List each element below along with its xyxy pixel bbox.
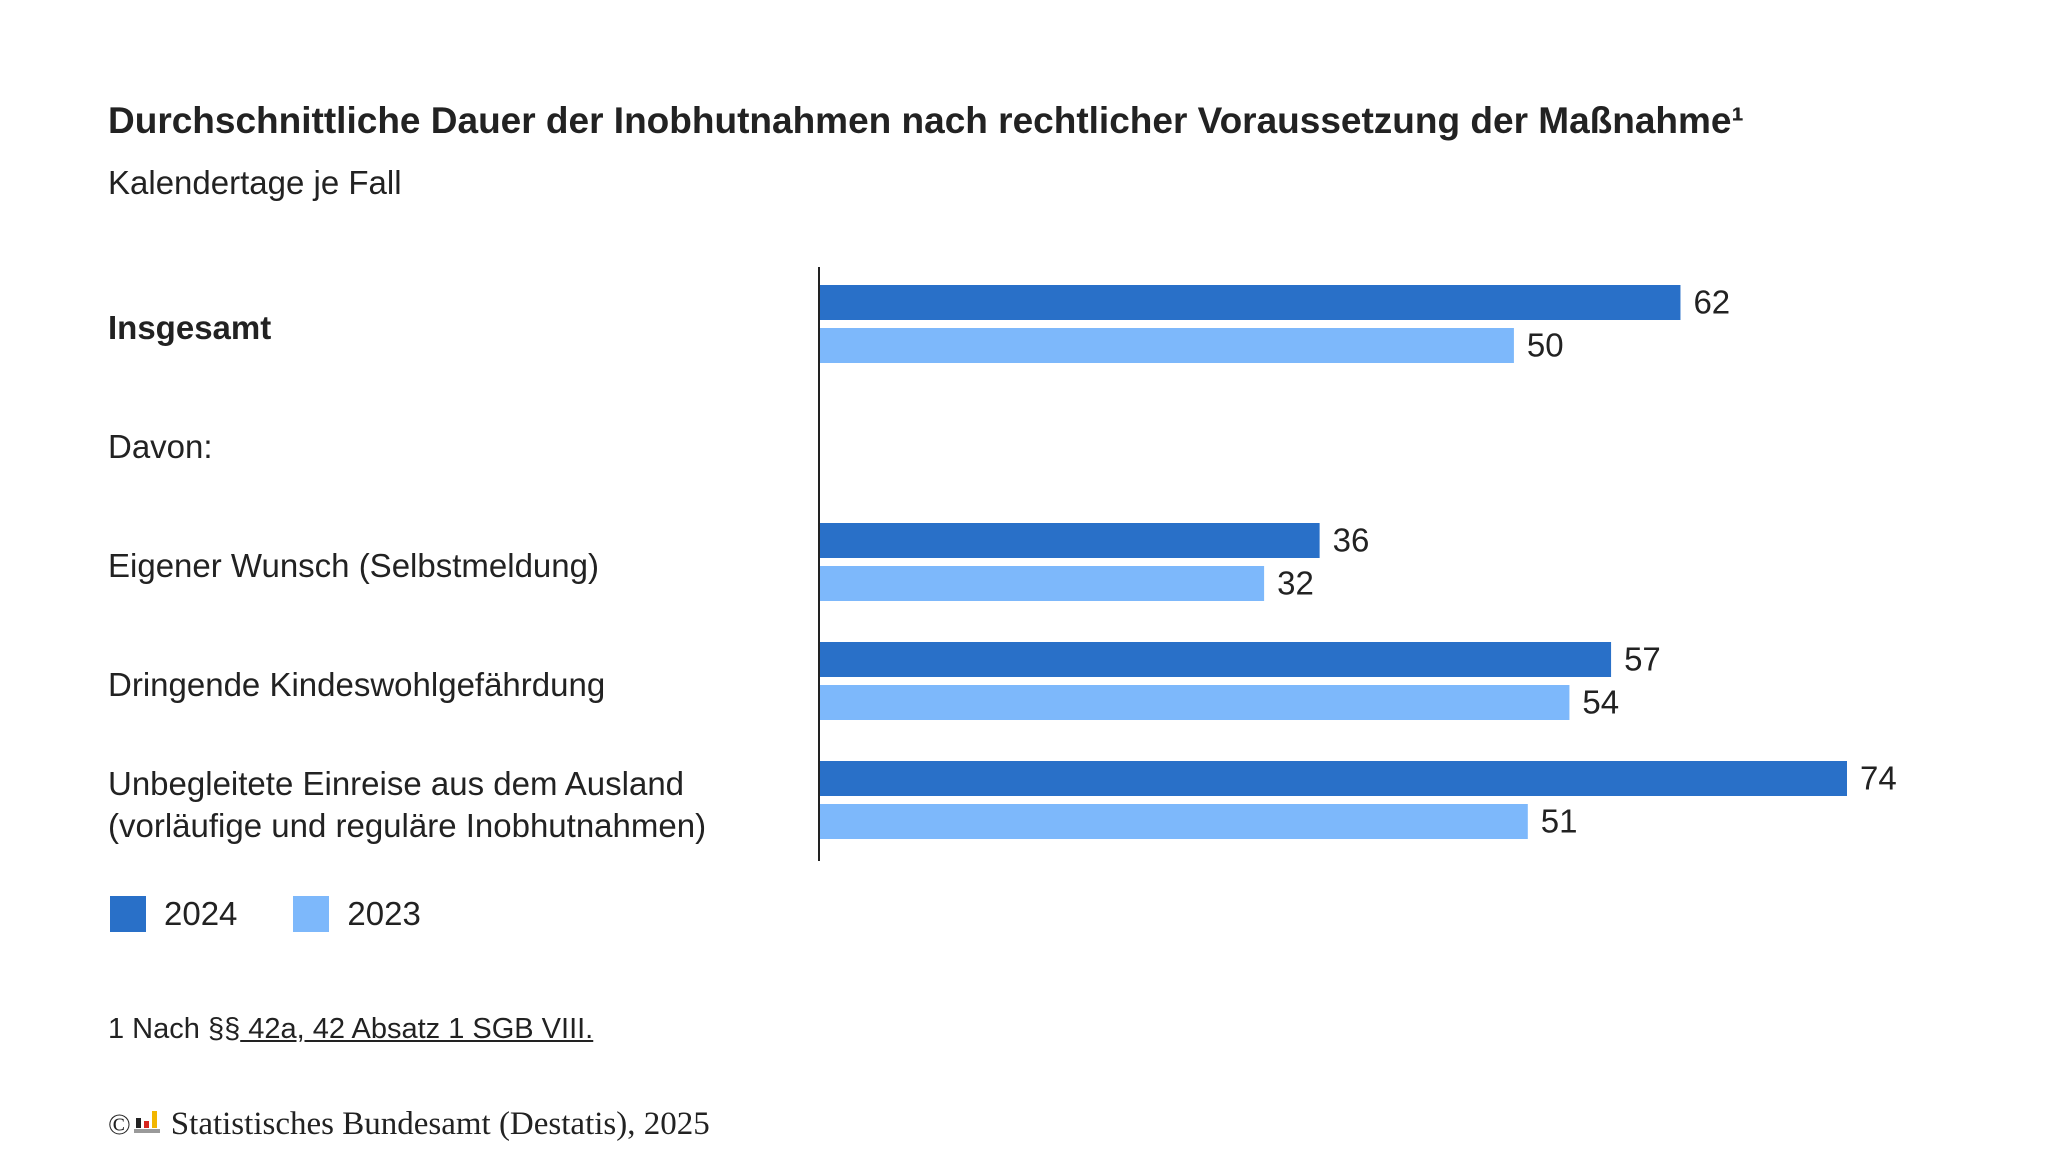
bar-self-referral-2023 xyxy=(820,566,1265,601)
data-label-unaccompanied-2023: 51 xyxy=(1541,803,1578,840)
copyright: © Statistisches Bundesamt (Destatis), 20… xyxy=(108,1106,710,1143)
data-label-unaccompanied-2024: 74 xyxy=(1860,760,1897,797)
category-label-total: Insgesamt xyxy=(108,309,272,346)
bar-total-2023 xyxy=(820,328,1514,363)
chart-subtitle: Kalendertage je Fall xyxy=(108,164,402,201)
category-label-davon: Davon: xyxy=(108,428,213,465)
bar-child-endangerment-2023 xyxy=(820,685,1570,720)
data-label-child-endangerment-2023: 54 xyxy=(1582,684,1619,721)
data-label-child-endangerment-2024: 57 xyxy=(1624,641,1661,678)
legend-swatch-2024 xyxy=(110,896,146,932)
bar-unaccompanied-2023 xyxy=(820,804,1528,839)
category-label-unaccompanied-line2: (vorläufige und reguläre Inobhutnahmen) xyxy=(108,807,707,844)
legend-swatch-2023 xyxy=(293,896,330,932)
footnote-prefix: 1 Nach §§ xyxy=(108,1013,241,1045)
category-label-self-referral: Eigener Wunsch (Selbstmeldung) xyxy=(108,547,599,584)
legend-item-2024: 2024 xyxy=(110,895,237,933)
bar-total-2024 xyxy=(820,285,1681,320)
data-label-self-referral-2024: 36 xyxy=(1333,522,1370,559)
legend-item-2023: 2023 xyxy=(293,895,421,933)
data-label-total-2024: 62 xyxy=(1693,284,1730,321)
destatis-logo-icon xyxy=(133,1110,160,1133)
footnote-law-link[interactable]: 42a, 42 Absatz 1 SGB VIII. xyxy=(240,1013,594,1045)
footnote: 1 Nach §§ 42a, 42 Absatz 1 SGB VIII. xyxy=(108,1013,593,1046)
legend: 2024 2023 xyxy=(110,895,477,933)
copyright-symbol: © xyxy=(108,1107,131,1141)
legend-label-2023: 2023 xyxy=(347,895,421,932)
chart-title: Durchschnittliche Dauer der Inobhutnahme… xyxy=(108,100,1744,141)
data-label-self-referral-2023: 32 xyxy=(1277,565,1314,602)
legend-label-2024: 2024 xyxy=(164,895,238,932)
bar-child-endangerment-2024 xyxy=(820,642,1612,677)
bar-unaccompanied-2024 xyxy=(820,761,1847,796)
category-label-unaccompanied-line1: Unbegleitete Einreise aus dem Ausland xyxy=(108,765,685,802)
bar-self-referral-2024 xyxy=(820,523,1320,558)
category-label-child-endangerment: Dringende Kindeswohlgefährdung xyxy=(108,666,606,703)
copyright-text: Statistisches Bundesamt (Destatis), 2025 xyxy=(170,1106,710,1142)
data-label-total-2023: 50 xyxy=(1527,327,1564,364)
